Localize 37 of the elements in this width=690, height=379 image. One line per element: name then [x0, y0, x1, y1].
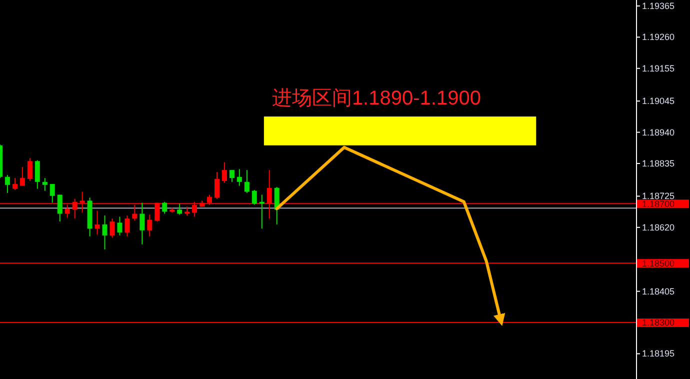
- band-label: 进场区间1.1890-1.1900: [272, 88, 481, 110]
- y-tick-label: 1.18405: [642, 286, 675, 296]
- candlestick: [214, 172, 220, 200]
- candlestick: [252, 189, 257, 206]
- candlestick: [27, 158, 32, 182]
- candlestick: [94, 210, 100, 236]
- y-tick-label: 1.18620: [642, 222, 675, 232]
- candlestick: [236, 168, 242, 186]
- candlestick: [42, 178, 48, 192]
- y-tick-label: 1.19045: [642, 96, 675, 106]
- candlestick: [12, 178, 18, 190]
- y-tick-label: 1.18725: [642, 191, 675, 202]
- ref-line-label: 1.18300: [642, 318, 675, 328]
- y-tick-label: 1.18940: [642, 127, 675, 138]
- ref-line-label: 1.18500: [642, 258, 675, 268]
- candlestick: [244, 170, 250, 194]
- candlestick: [147, 214, 152, 237]
- candlestick: [140, 202, 145, 245]
- candlestick: [110, 218, 115, 238]
- y-tick-label: 1.19365: [642, 0, 675, 11]
- candlestick: [177, 203, 182, 216]
- candlestick: [34, 160, 40, 190]
- y-tick-label: 1.18835: [642, 158, 675, 168]
- candlestick: [222, 162, 227, 184]
- candlestick: [117, 216, 122, 236]
- candlestick: [229, 170, 234, 182]
- candlestick: [162, 201, 168, 214]
- candlestick: [57, 194, 62, 222]
- candlestick: [50, 184, 55, 204]
- candlestick: [102, 215, 108, 250]
- ref-line-label: 1.18700: [642, 198, 675, 209]
- y-tick-label: 1.19155: [642, 63, 675, 74]
- candlestick: [20, 166, 25, 186]
- y-tick-label: 1.18195: [642, 348, 675, 359]
- candlestick: [4, 174, 10, 194]
- candlestick: [124, 215, 130, 237]
- y-tick-label: 1.19260: [642, 32, 675, 42]
